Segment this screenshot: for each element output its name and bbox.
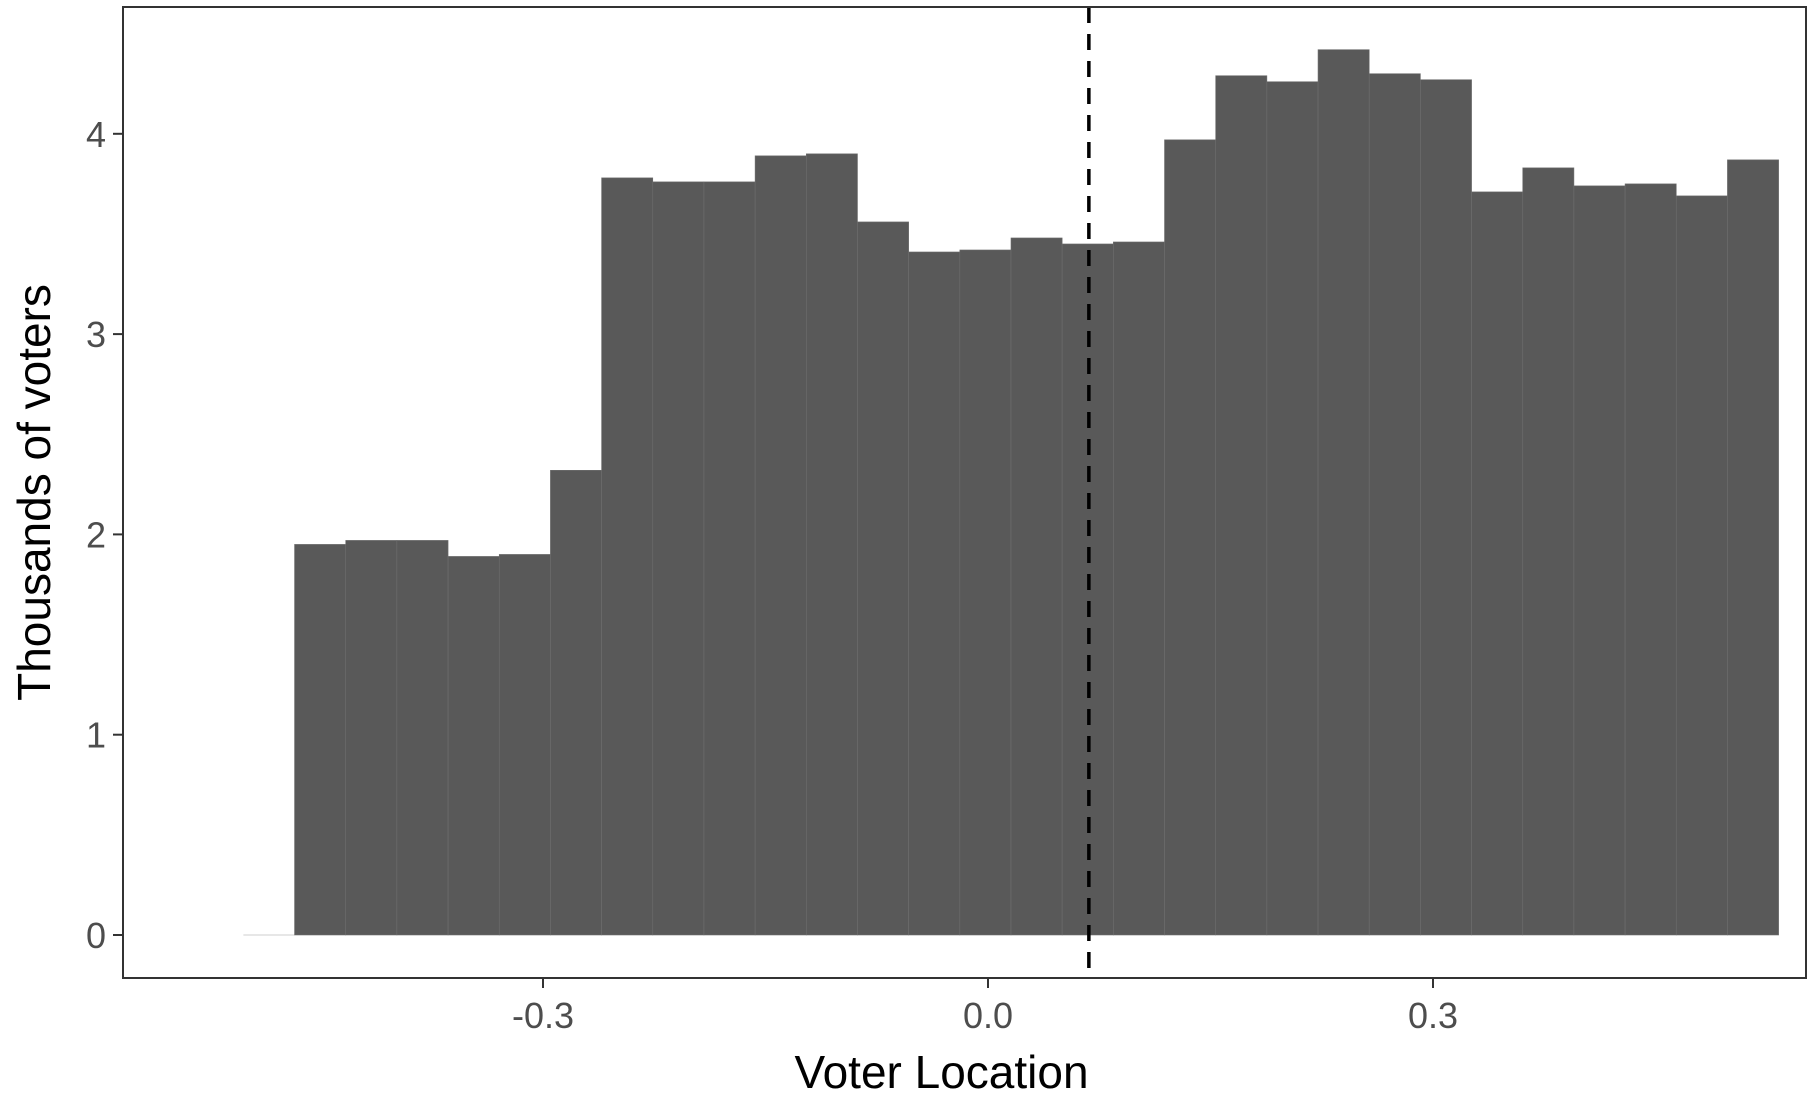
y-tick-label: 4 [86,114,106,155]
x-tick-label: 0.0 [963,995,1013,1036]
histogram-bar [1113,241,1165,936]
histogram-bar [1164,139,1216,936]
histogram-bar [1420,79,1472,936]
histogram-bar [1727,159,1779,936]
histogram-bar [294,544,347,936]
histogram-bar [652,181,705,936]
histogram-bar [1624,183,1677,936]
histogram-bar [1010,237,1063,936]
histogram-bar [805,153,858,936]
y-tick-label: 2 [86,514,106,555]
histogram-bar [857,221,909,936]
y-axis-title: Thousands of voters [8,284,60,701]
histogram-bar [601,177,654,936]
plot-panel-border [122,6,1807,979]
histogram-bar [1368,73,1421,936]
bars-layer [294,49,1779,936]
histogram-bar [1573,185,1626,936]
histogram-bar [754,155,807,936]
histogram-bar [1471,191,1524,936]
histogram-bar [498,554,551,936]
y-tick-label: 1 [86,715,106,756]
histogram-bar [1522,167,1575,936]
y-axis: 0 1 2 3 4 [86,114,123,956]
y-tick-label: 0 [86,915,106,956]
histogram-bar [345,540,398,936]
x-axis: -0.3 0.0 0.3 [512,978,1458,1036]
x-tick-label: 0.3 [1408,995,1458,1036]
x-tick-label: -0.3 [512,995,574,1036]
histogram-bar [1215,75,1268,936]
histogram-bar [396,540,449,936]
y-tick-label: 3 [86,314,106,355]
histogram-bar [1266,81,1319,936]
histogram-bar [550,470,602,936]
histogram-bar [908,251,961,936]
histogram-bar [1317,49,1370,936]
histogram-bar [959,249,1012,936]
x-axis-title: Voter Location [794,1046,1088,1096]
histogram-bar [1675,195,1728,936]
histogram-bar [703,181,756,936]
histogram-bar [447,556,500,936]
